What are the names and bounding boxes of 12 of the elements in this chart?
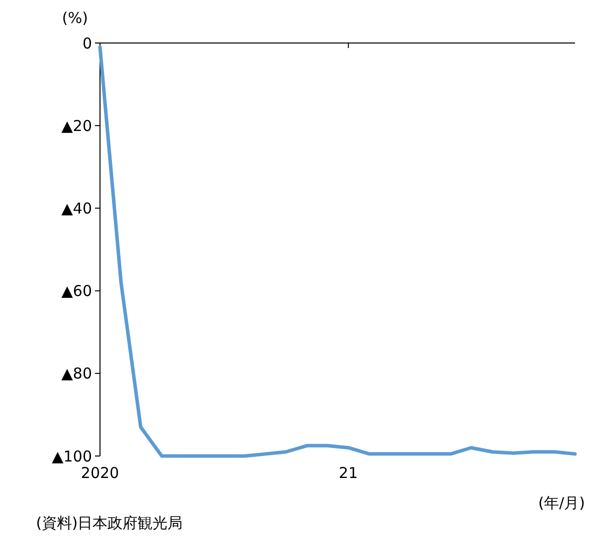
text: (資料)日本政府観光局 — [36, 514, 183, 532]
y-tick-label: ▲20 — [61, 116, 92, 135]
y-tick-label: 0 — [82, 34, 92, 52]
y-tick-label: ▲60 — [61, 282, 92, 300]
y-axis-title: (%) — [62, 9, 88, 27]
y-tick-label: ▲40 — [61, 199, 92, 218]
line-series — [98, 45, 577, 458]
x-axis-title: (年/月) — [538, 494, 585, 512]
x-tick-label: 2020 — [80, 464, 120, 482]
y-tick-label: ▲80 — [61, 364, 92, 383]
y-tick-label: ▲100 — [52, 447, 92, 466]
x-tick-label: 21 — [338, 464, 358, 482]
